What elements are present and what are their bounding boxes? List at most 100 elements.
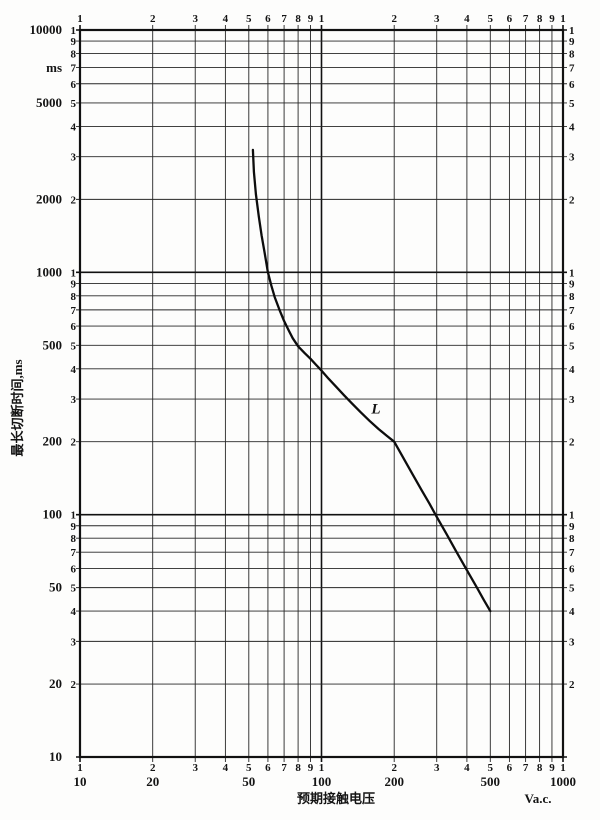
y-axis-digit-left: 1 [71,267,77,279]
x-axis-digit-bottom: 8 [295,762,301,774]
x-axis-digit-top: 1 [319,13,325,25]
y-axis-unit-label: ms [46,60,62,75]
x-axis-decade-label: 10 [74,774,87,789]
x-axis-decade-label: 50 [242,774,255,789]
y-axis-digit-right: 4 [569,364,575,376]
y-axis-digit-left: 6 [71,79,77,91]
x-axis-digit-top: 8 [295,13,301,25]
x-axis-digit-bottom: 9 [549,762,555,774]
plot-border [78,28,565,759]
y-axis-decade-label: 10 [49,749,62,764]
x-axis-digit-bottom: 6 [507,762,513,774]
y-axis-decade-label: 100 [43,507,63,522]
y-axis-title: 最长切断时间,ms [10,359,25,456]
y-axis-digit-right: 9 [569,36,575,48]
y-axis-digit-right: 1 [569,25,575,37]
y-axis-digit-right: 5 [569,98,575,110]
x-axis-digit-bottom: 7 [281,762,287,774]
y-axis-digit-right: 8 [569,533,575,545]
y-axis-digit-right: 3 [569,636,575,648]
y-axis-digit-right: 7 [569,305,575,317]
x-axis-digit-top: 3 [434,13,440,25]
x-axis-digit-bottom: 4 [464,762,470,774]
y-axis-digit-left: 3 [71,636,77,648]
y-axis-digit-left: 5 [71,98,77,110]
y-axis-digit-right: 3 [569,152,575,164]
x-axis-digit-bottom: 8 [537,762,543,774]
y-axis-decade-label: 20 [49,676,62,691]
y-axis-digit-left: 8 [71,48,77,60]
x-axis-digit-top: 3 [192,13,198,25]
y-axis-decade-label: 50 [49,580,62,595]
y-axis-digit-right: 9 [569,521,575,533]
x-axis-digit-bottom: 9 [308,762,314,774]
y-axis-digit-left: 4 [71,606,77,618]
y-axis-digit-left: 9 [71,278,77,290]
y-axis-digit-left: 2 [71,194,77,206]
x-axis-decade-label: 20 [146,774,159,789]
x-axis-digit-bottom: 1 [77,762,83,774]
x-axis-digit-top: 9 [308,13,314,25]
x-axis-digit-top: 5 [246,13,252,25]
x-axis-digit-top: 5 [488,13,494,25]
y-axis-digit-left: 1 [71,510,77,522]
y-axis-digit-right: 2 [569,194,575,206]
y-axis-digit-right: 8 [569,48,575,60]
y-axis-digit-right: 2 [569,437,575,449]
x-axis-decade-label: 1000 [550,774,576,789]
x-axis-digit-bottom: 5 [246,762,252,774]
y-axis-digit-left: 7 [71,305,77,317]
y-axis-digit-right: 3 [569,394,575,406]
y-axis-decade-label: 5000 [36,95,62,110]
y-axis-decade-label: 200 [43,434,63,449]
y-axis-digit-right: 1 [569,267,575,279]
y-axis-digit-left: 1 [71,25,77,37]
y-axis-digit-right: 2 [569,679,575,691]
y-axis-digit-right: 5 [569,340,575,352]
x-axis-decade-label: 100 [312,774,332,789]
x-axis-unit-label: Va.c. [525,791,552,806]
x-axis-digit-top: 2 [150,13,156,25]
y-axis-digit-left: 5 [71,583,77,595]
x-axis-digit-top: 9 [549,13,555,25]
y-axis-digit-left: 6 [71,563,77,575]
y-axis-digit-left: 8 [71,533,77,545]
y-axis-digit-left: 3 [71,152,77,164]
x-axis-digit-bottom: 6 [265,762,271,774]
curve-layer: L [251,148,492,613]
x-axis-digit-bottom: 2 [150,762,156,774]
y-axis-digit-left: 8 [71,291,77,303]
x-axis-digit-bottom: 7 [523,762,529,774]
x-axis-digit-bottom: 2 [391,762,397,774]
y-axis-digit-right: 6 [569,321,575,333]
y-axis-digit-right: 8 [569,291,575,303]
x-axis-digit-top: 6 [265,13,271,25]
x-axis-digit-bottom: 3 [192,762,198,774]
x-axis-digit-bottom: 1 [560,762,566,774]
x-axis-digit-top: 4 [464,13,470,25]
x-axis-digit-top: 8 [537,13,543,25]
y-axis-digit-left: 6 [71,321,77,333]
y-axis-digit-left: 2 [71,679,77,691]
y-axis-digit-right: 7 [569,63,575,75]
y-axis-digit-left: 4 [71,364,77,376]
x-axis-digit-top: 7 [523,13,529,25]
y-axis-digit-left: 5 [71,340,77,352]
y-axis-digit-left: 2 [71,437,77,449]
y-axis-digit-right: 5 [569,583,575,595]
y-axis-decade-label: 2000 [36,191,62,206]
y-axis-digit-right: 6 [569,563,575,575]
x-axis-digit-top: 1 [77,13,83,25]
y-axis-decade-label: 1000 [36,264,62,279]
x-axis-decade-label: 200 [384,774,404,789]
y-axis-digit-left: 7 [71,547,77,559]
grid-lines [76,25,567,762]
x-axis-digit-bottom: 1 [319,762,325,774]
y-axis-digit-right: 6 [569,79,575,91]
x-axis-digit-top: 7 [281,13,287,25]
x-axis-decade-label: 500 [481,774,501,789]
y-axis-digit-left: 7 [71,63,77,75]
x-axis-digit-top: 1 [560,13,566,25]
y-axis-digit-left: 9 [71,521,77,533]
